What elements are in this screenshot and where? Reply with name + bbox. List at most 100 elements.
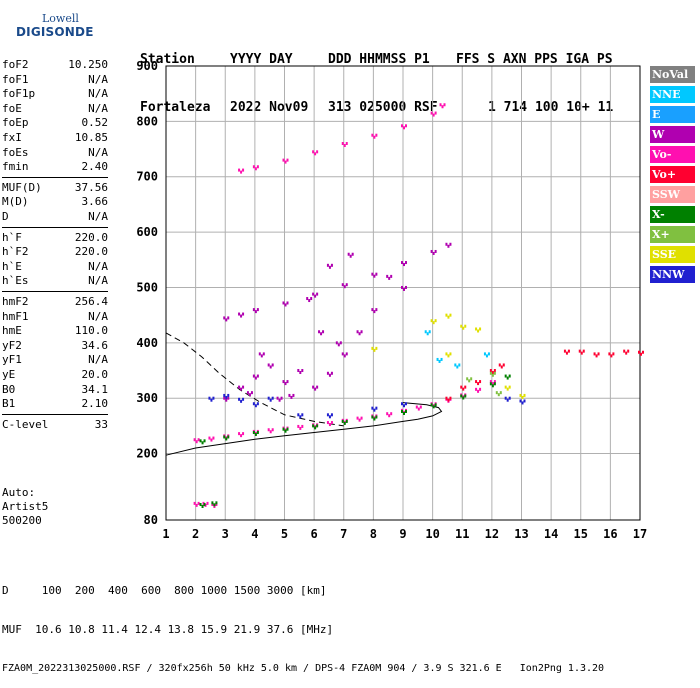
echo-point <box>373 417 376 421</box>
echo-point <box>306 297 309 301</box>
echo-point <box>403 287 405 291</box>
echo-point <box>436 357 439 361</box>
echo-point <box>280 396 283 400</box>
echo-point <box>320 332 323 336</box>
footer-distance-row: D 100 200 400 600 800 1000 1500 3000 [km… <box>2 584 327 597</box>
echo-point <box>358 332 361 336</box>
x-tick-label: 1 <box>162 527 169 541</box>
param-row: MUF(D) 37.56 <box>2 181 108 195</box>
echo-point <box>345 352 348 356</box>
echo-point <box>210 398 213 402</box>
param-name: yF1 <box>2 353 22 367</box>
echo-point <box>464 324 467 328</box>
param-value: N/A <box>88 101 108 115</box>
echo-point <box>401 285 403 289</box>
echo-point <box>242 397 245 401</box>
echo-point <box>271 396 274 400</box>
x-tick-label: 10 <box>425 527 439 541</box>
footer-file-info: FZA0M_2022313025000.RSF / 320fx256h 50 k… <box>2 663 605 674</box>
echo-point <box>337 343 340 347</box>
echo-point <box>506 398 509 402</box>
y-tick-label: 80 <box>144 513 158 527</box>
x-tick-label: 7 <box>340 527 347 541</box>
echo-point <box>282 427 285 431</box>
param-row: foEp 0.52 <box>2 116 108 130</box>
echo-point <box>390 412 393 416</box>
ionogram-chart: 1 2 3 4 5 6 7 8 9 10 11 12 13 14 15 16 17802003004005006… <box>136 59 647 541</box>
footer-muf-row: MUF 10.6 10.8 11.4 12.4 13.8 15.9 21.9 3… <box>2 623 334 636</box>
echo-point <box>202 501 205 505</box>
param-row: h`F 220.0 <box>2 231 108 245</box>
echo-point <box>627 349 630 353</box>
echo-point <box>271 428 274 432</box>
echo-point <box>238 312 241 316</box>
echo-point <box>521 395 524 399</box>
echo-point <box>371 346 374 350</box>
echo-point <box>301 424 304 428</box>
header-station-label: Station <box>140 52 195 67</box>
echo-point <box>434 111 437 115</box>
param-row: yF1 N/A <box>2 353 108 367</box>
echo-point <box>504 374 507 378</box>
echo-point <box>349 254 352 258</box>
echo-point <box>360 330 363 334</box>
echo-point <box>335 341 338 345</box>
echo-point <box>242 432 245 436</box>
param-name: h`F2 <box>2 245 29 259</box>
param-name: fmin <box>2 160 29 174</box>
echo-point <box>240 170 243 174</box>
echo-point <box>339 341 342 345</box>
param-row: foEs N/A <box>2 146 108 160</box>
echo-point <box>282 380 285 384</box>
echo-point <box>225 398 228 402</box>
param-name: M(D) <box>2 195 29 209</box>
echo-point <box>373 310 376 314</box>
echo-point <box>419 405 422 409</box>
echo-point <box>301 369 304 373</box>
echo-point <box>312 292 315 296</box>
param-name: hmF1 <box>2 309 29 323</box>
echo-point <box>316 150 319 154</box>
echo-point <box>206 501 209 505</box>
param-row: h`E N/A <box>2 260 108 274</box>
echo-point <box>208 396 211 400</box>
x-tick-label: 3 <box>222 527 229 541</box>
echo-point <box>227 316 230 320</box>
echo-point <box>593 352 596 356</box>
echo-point <box>314 294 317 298</box>
echo-point <box>493 382 496 386</box>
y-tick-label: 200 <box>136 447 158 461</box>
x-tick-label: 17 <box>633 527 647 541</box>
echo-point <box>286 427 289 431</box>
param-name: hmF2 <box>2 295 29 308</box>
legend-item-w: W <box>650 126 695 143</box>
echo-point <box>297 413 300 417</box>
logo-lowell-text: Lowell <box>42 12 79 25</box>
echo-point <box>580 351 583 355</box>
echo-point <box>439 103 442 107</box>
echo-point <box>326 413 329 417</box>
echo-point <box>493 371 496 375</box>
param-separator <box>2 176 108 178</box>
echo-point <box>432 321 435 325</box>
param-row: hmF1 N/A <box>2 310 108 324</box>
echo-point <box>477 389 480 393</box>
echo-point <box>567 349 570 353</box>
echo-point <box>642 350 644 354</box>
param-value: N/A <box>88 72 108 86</box>
x-tick-label: 4 <box>251 527 258 541</box>
x-tick-label: 12 <box>485 527 499 541</box>
param-row: foF1p N/A <box>2 87 108 101</box>
echo-point <box>271 363 274 367</box>
echo-point <box>199 502 202 506</box>
echo-point <box>519 393 522 397</box>
footer-info: D 100 200 400 600 800 1000 1500 3000 [km… <box>2 558 604 688</box>
echo-point <box>432 113 435 117</box>
echo-point <box>438 359 441 363</box>
echo-point <box>508 385 511 389</box>
param-row: B0 34.1 <box>2 383 108 397</box>
legend-item-nnw: NNW <box>650 266 695 283</box>
echo-point <box>497 393 500 397</box>
echo-point <box>405 124 407 128</box>
echo-point <box>521 401 524 405</box>
